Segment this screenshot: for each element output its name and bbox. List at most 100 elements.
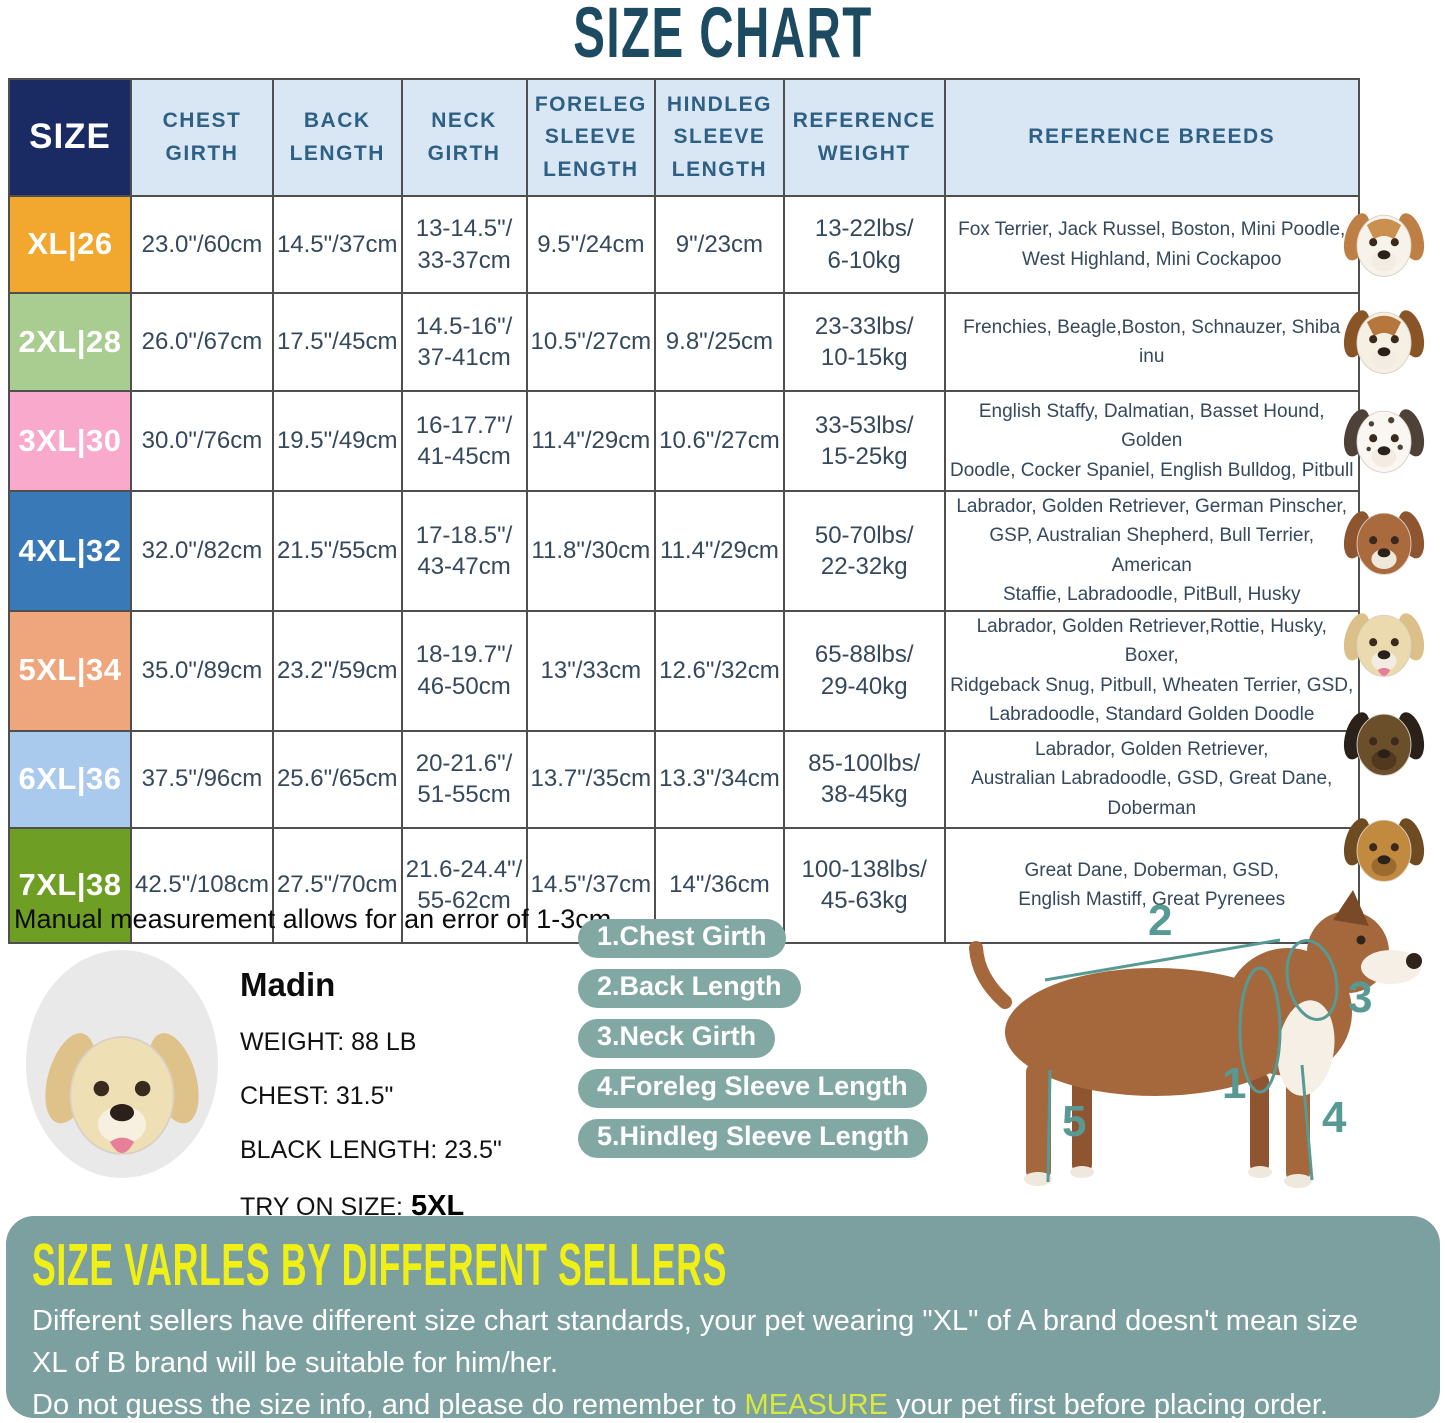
- reference-weight-cell: 65-88lbs/ 29-40kg: [782, 609, 946, 732]
- header-cell-chest-girth: CHEST GIRTH: [130, 78, 274, 197]
- header-cell-reference-breeds: REFERENCE BREEDS: [943, 78, 1360, 197]
- table-header-row: SIZE CHEST GIRTH BACK LENGTH NECK GIRTH FOR…: [8, 78, 1360, 197]
- hindleg-sleeve-length-cell: 10.6"/27cm: [654, 390, 785, 492]
- german-shepherd-photo: [1323, 694, 1445, 791]
- table-row: XL|26 23.0"/60cm 14.5"/37cm 13-14.5"/ 33-37…: [8, 195, 1360, 294]
- header-cell-foreleg-sleeve-length: FORELEG SLEEVE LENGTH: [525, 78, 657, 197]
- reference-breeds-cell: Labrador, Golden Retriever, German Pinsc…: [943, 490, 1360, 612]
- model-chest: CHEST: 31.5": [240, 1082, 394, 1110]
- dog-ear: [1333, 890, 1369, 926]
- model-weight: WEIGHT: 88 LB: [240, 1028, 417, 1056]
- reference-weight-cell: 50-70lbs/ 22-32kg: [782, 490, 946, 612]
- dog-diagram-drawing: 2 3 1 4 5: [969, 890, 1422, 1188]
- dog-tail: [969, 941, 1012, 1009]
- back-length-cell: 27.5"/70cm: [271, 826, 403, 944]
- header-cell-back-length: BACK LENGTH: [271, 78, 403, 197]
- chest-girth-loop: [1238, 966, 1282, 1094]
- hindleg-sleeve-length-cell: 12.6"/32cm: [654, 609, 785, 732]
- table-row: 6XL|36 37.5"/96cm 25.6"/65cm 20-21.6"/ 51-5…: [8, 729, 1360, 829]
- labrador-photo: [1323, 593, 1445, 694]
- reference-breeds-cell: Fox Terrier, Jack Russel, Boston, Mini P…: [943, 195, 1360, 294]
- american-staffordshire-photo: [1323, 490, 1445, 593]
- hindleg-line: [1046, 1069, 1052, 1183]
- reference-weight-cell: 33-53lbs/ 15-25kg: [782, 390, 946, 492]
- reference-weight-cell: 13-22lbs/ 6-10kg: [782, 195, 946, 294]
- back-length-cell: 19.5"/49cm: [271, 390, 403, 492]
- size-cell: XL|26: [8, 195, 132, 294]
- chest-girth-cell: 42.5"/108cm: [130, 826, 274, 944]
- reference-weight-cell: 100-138lbs/ 45-63kg: [782, 826, 946, 944]
- dog-nose: [1406, 953, 1422, 969]
- measure-highlight: MEASURE: [744, 1389, 888, 1422]
- foreleg-sleeve-length-cell: 10.5"/27cm: [525, 292, 657, 392]
- foreleg-sleeve-length-cell: 13"/33cm: [525, 609, 657, 732]
- reference-breeds-cell: Labrador, Golden Retriever, Australian L…: [943, 729, 1360, 829]
- reference-breeds-cell: Great Dane, Doberman, GSD, English Masti…: [943, 826, 1360, 944]
- size-cell: 7XL|38: [8, 826, 132, 944]
- neck-girth-cell: 14.5-16"/ 37-41cm: [400, 292, 528, 392]
- page-title: SIZE CHART: [0, 0, 1445, 72]
- table-row: 7XL|38 42.5"/108cm 27.5"/70cm 21.6-24.4"/ 5…: [8, 826, 1360, 944]
- page-title-text: SIZE CHART: [572, 0, 873, 72]
- header-cell-size: SIZE: [8, 78, 132, 197]
- chest-girth-cell: 37.5"/96cm: [130, 729, 274, 829]
- header-cell-reference-weight: REFERENCE WEIGHT: [782, 78, 946, 197]
- measure-step-pill: 5.Hindleg Sleeve Length: [578, 1119, 929, 1158]
- breed-photo-column: [1323, 195, 1445, 906]
- header-cell-hindleg-sleeve-length: HINDLEG SLEEVE LENGTH: [654, 78, 785, 197]
- neck-girth-cell: 17-18.5"/ 43-47cm: [400, 490, 528, 612]
- model-back-length: BLACK LENGTH: 23.5": [240, 1136, 502, 1164]
- table-row: 4XL|32 32.0"/82cm 21.5"/55cm 17-18.5"/ 43-4…: [8, 490, 1360, 612]
- back-length-cell: 23.2"/59cm: [271, 609, 403, 732]
- foreleg-sleeve-length-cell: 9.5"/24cm: [525, 195, 657, 294]
- chest-girth-cell: 30.0"/76cm: [130, 390, 274, 492]
- diagram-number-1: 1: [1222, 1059, 1246, 1108]
- jack-russell-terrier-photo: [1323, 195, 1445, 292]
- chest-girth-cell: 35.0"/89cm: [130, 609, 274, 732]
- size-cell: 3XL|30: [8, 390, 132, 492]
- foreleg-line: [1300, 1064, 1314, 1181]
- chest-girth-cell: 23.0"/60cm: [130, 195, 274, 294]
- disclaimer-line2: XL of B brand will be suitable for him/h…: [32, 1347, 559, 1380]
- table-row: 2XL|28 26.0"/67cm 17.5"/45cm 14.5-16"/ 37-4…: [8, 292, 1360, 392]
- back-length-line: [1044, 938, 1281, 982]
- hindleg-sleeve-length-cell: 9"/23cm: [654, 195, 785, 294]
- disclaimer-text: Different sellers have different size ch…: [32, 1300, 1414, 1423]
- neck-girth-loop: [1285, 939, 1339, 1021]
- size-cell: 2XL|28: [8, 292, 132, 392]
- back-length-cell: 25.6"/65cm: [271, 729, 403, 829]
- reference-breeds-cell: Frenchies, Beagle,Boston, Schnauzer, Shi…: [943, 292, 1360, 392]
- diagram-number-5: 5: [1062, 1097, 1086, 1146]
- model-dog-photo: [26, 950, 218, 1178]
- measure-step-pill: 4.Foreleg Sleeve Length: [578, 1069, 927, 1108]
- disclaimer-line3-before: Do not guess the size info, and please d…: [32, 1389, 745, 1422]
- back-length-cell: 17.5"/45cm: [271, 292, 403, 392]
- reference-weight-cell: 23-33lbs/ 10-15kg: [782, 292, 946, 392]
- table-row: 3XL|30 30.0"/76cm 19.5"/49cm 16-17.7"/ 41-4…: [8, 390, 1360, 492]
- size-cell: 5XL|34: [8, 609, 132, 732]
- disclaimer-line1: Different sellers have different size ch…: [32, 1305, 1358, 1337]
- beagle-photo: [1323, 292, 1445, 390]
- dog-eye: [1356, 935, 1366, 945]
- disclaimer-heading-text: SIZE VARLES BY DIFFERENT SELLERS: [32, 1232, 728, 1298]
- reference-weight-cell: 85-100lbs/ 38-45kg: [782, 729, 946, 829]
- reference-breeds-cell: English Staffy, Dalmatian, Basset Hound,…: [943, 390, 1360, 492]
- chest-girth-cell: 32.0"/82cm: [130, 490, 274, 612]
- model-dog-info: Madin WEIGHT: 88 LB CHEST: 31.5" BLACK L…: [240, 950, 502, 1248]
- header-cell-neck-girth: NECK GIRTH: [400, 78, 528, 197]
- reference-breeds-cell: Labrador, Golden Retriever,Rottie, Husky…: [943, 609, 1360, 732]
- great-dane-photo: [1323, 791, 1445, 906]
- neck-girth-cell: 21.6-24.4"/ 55-62cm: [400, 826, 528, 944]
- hindleg-sleeve-length-cell: 13.3"/34cm: [654, 729, 785, 829]
- dog-muzzle: [1361, 950, 1421, 984]
- neck-girth-cell: 16-17.7"/ 41-45cm: [400, 390, 528, 492]
- chest-girth-cell: 26.0"/67cm: [130, 292, 274, 392]
- model-name: Madin: [240, 966, 336, 1003]
- size-cell: 4XL|32: [8, 490, 132, 612]
- neck-girth-cell: 13-14.5"/ 33-37cm: [400, 195, 528, 294]
- hindleg-sleeve-length-cell: 11.4"/29cm: [654, 490, 785, 612]
- dog-chest-patch: [1277, 1000, 1335, 1096]
- table-row: 5XL|34 35.0"/89cm 23.2"/59cm 18-19.7"/ 46-5…: [8, 609, 1360, 732]
- size-cell: 6XL|36: [8, 729, 132, 829]
- foreleg-sleeve-length-cell: 11.4"/29cm: [525, 390, 657, 492]
